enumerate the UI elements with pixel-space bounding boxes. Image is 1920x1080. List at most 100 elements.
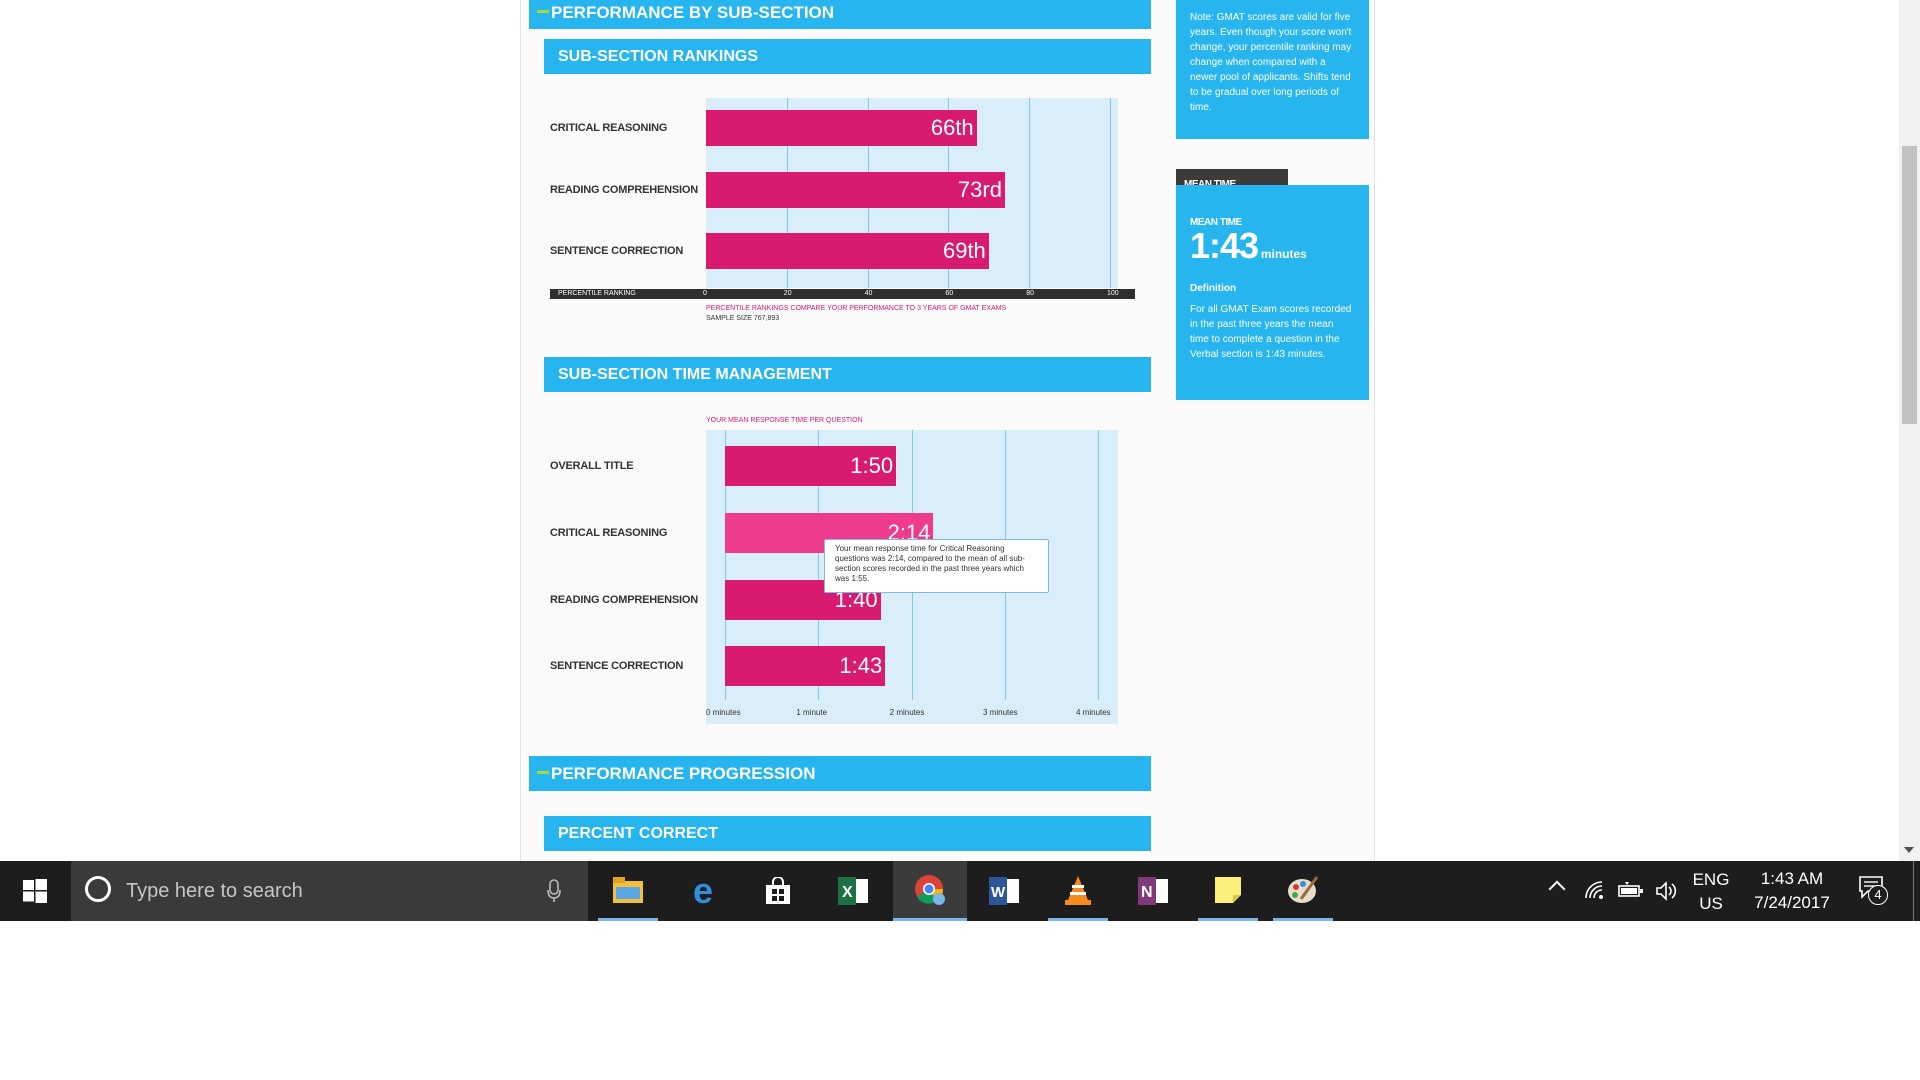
- subsection-rankings-title: SUB-SECTION RANKINGS: [558, 48, 759, 65]
- wifi-icon[interactable]: [1584, 880, 1606, 902]
- vertical-scrollbar[interactable]: [1899, 0, 1920, 861]
- rankings-tick-label: 100: [1107, 290, 1119, 297]
- time-tick-label: 0 minutes: [706, 708, 741, 717]
- onenote-icon: N: [1138, 877, 1168, 905]
- language-indicator[interactable]: ENG US: [1686, 868, 1736, 916]
- rankings-category-label: READING COMPREHENSION: [550, 184, 698, 196]
- critical-reasoning-tooltip: Your mean response time for Critical Rea…: [824, 539, 1049, 593]
- time-tick-label: 4 minutes: [1076, 708, 1111, 717]
- chrome-icon: [915, 874, 945, 905]
- time-tick-label: 2 minutes: [889, 708, 925, 717]
- rankings-gridline: [1029, 98, 1031, 288]
- rankings-tick-label: 60: [945, 290, 954, 297]
- volume-icon[interactable]: [1655, 880, 1677, 902]
- windows-logo-icon: [23, 879, 47, 903]
- battery-icon[interactable]: [1618, 882, 1644, 900]
- rankings-tick-label: 80: [1026, 290, 1034, 297]
- vlc-cone-icon: [1065, 875, 1091, 905]
- time-category-label: CRITICAL REASONING: [550, 527, 668, 539]
- rankings-category-label: SENTENCE CORRECTION: [550, 245, 684, 257]
- time-tick-label: 1 minute: [796, 708, 828, 717]
- svg-text:N: N: [1141, 884, 1153, 901]
- taskbar-onenote[interactable]: N: [1123, 861, 1183, 921]
- tooltip-text: Your mean response time for Critical Rea…: [835, 544, 1025, 583]
- performance-by-subsection-header[interactable]: PERFORMANCE BY SUB-SECTION: [529, 0, 1151, 29]
- start-button[interactable]: [0, 861, 70, 921]
- clock-date: 7/24/2017: [1754, 893, 1830, 912]
- windows-taskbar: Type here to search e X W N ENG: [0, 861, 1920, 921]
- time-chart-caption: YOUR MEAN RESPONSE TIME PER QUESTION: [706, 417, 863, 424]
- time-gridline: [1098, 430, 1100, 700]
- svg-text:W: W: [991, 884, 1006, 901]
- microphone-icon[interactable]: [547, 879, 561, 903]
- time-gridline: [818, 430, 820, 700]
- time-tick-label: 3 minutes: [983, 708, 1018, 717]
- collapse-dash-icon: [537, 10, 549, 14]
- mean-time-value-row: 1:43 minutes: [1190, 228, 1355, 273]
- subsection-rankings-header: SUB-SECTION RANKINGS: [544, 39, 1151, 74]
- rankings-tick-label: 40: [864, 290, 873, 297]
- percent-correct-title: PERCENT CORRECT: [558, 825, 719, 842]
- rankings-tick-label: 20: [783, 290, 792, 297]
- edge-icon: e: [692, 870, 714, 911]
- taskbar-store[interactable]: [748, 861, 808, 921]
- taskbar-edge[interactable]: e: [673, 861, 733, 921]
- time-bar: 1:50: [725, 446, 897, 486]
- rankings-note: PERCENTILE RANKINGS COMPARE YOUR PERFORM…: [706, 305, 1007, 312]
- taskbar-word[interactable]: W: [974, 861, 1034, 921]
- rankings-gridline: [1110, 98, 1111, 288]
- definition-title: Definition: [1190, 283, 1237, 294]
- language-bottom: US: [1699, 894, 1723, 913]
- taskbar-paint[interactable]: [1273, 861, 1333, 921]
- show-hidden-icons-chevron-icon[interactable]: [1548, 880, 1566, 898]
- rankings-category-label: CRITICAL REASONING: [550, 122, 668, 134]
- rankings-axis-label: PERCENTILE RANKING: [558, 290, 636, 297]
- paint-palette-icon: [1288, 875, 1319, 903]
- scrollbar-thumb[interactable]: [1902, 146, 1917, 424]
- definition-text: For all GMAT Exam scores recorded in the…: [1190, 304, 1352, 360]
- file-explorer-icon: [613, 876, 643, 903]
- taskbar-chrome[interactable]: [893, 861, 967, 921]
- mean-time-label: MEAN TIME: [1190, 217, 1242, 228]
- time-bar: 1:43: [725, 646, 886, 686]
- scroll-down-arrow-icon[interactable]: [1904, 847, 1914, 853]
- rankings-axis-bar: PERCENTILE RANKING 0 20 40 60 80 100: [550, 289, 1135, 299]
- rankings-bar: 69th: [706, 233, 989, 269]
- rankings-bar: 66th: [706, 110, 977, 146]
- rankings-chart: CRITICAL REASONING READING COMPREHENSION S…: [550, 98, 1140, 330]
- time-category-label: OVERALL TITLE: [550, 460, 634, 472]
- cortana-circle-icon: [85, 876, 111, 902]
- mean-time-tab-label: MEAN TIME: [1184, 179, 1236, 190]
- time-category-label: READING COMPREHENSION: [550, 594, 698, 606]
- clock[interactable]: 1:43 AM 7/24/2017: [1742, 867, 1842, 915]
- taskbar-sticky-notes[interactable]: [1198, 861, 1258, 921]
- taskbar-file-explorer[interactable]: [598, 861, 658, 921]
- time-gridline: [725, 430, 726, 700]
- performance-progression-header[interactable]: PERFORMANCE PROGRESSION: [529, 756, 1151, 791]
- search-placeholder: Type here to search: [126, 880, 303, 902]
- time-management-title: SUB-SECTION TIME MANAGEMENT: [558, 366, 832, 383]
- performance-progression-title: PERFORMANCE PROGRESSION: [551, 764, 816, 783]
- language-top: ENG: [1692, 870, 1730, 889]
- taskbar-excel[interactable]: X: [823, 861, 883, 921]
- mean-time-value: 1:43: [1190, 225, 1259, 266]
- excel-icon: X: [838, 877, 868, 905]
- performance-by-subsection-title: PERFORMANCE BY SUB-SECTION: [551, 3, 835, 22]
- collapse-dash-icon: [537, 771, 549, 775]
- sticky-notes-icon: [1215, 876, 1241, 903]
- taskbar-vlc[interactable]: [1048, 861, 1108, 921]
- svg-text:X: X: [842, 884, 853, 901]
- time-category-label: SENTENCE CORRECTION: [550, 660, 684, 672]
- mean-time-unit: minutes: [1260, 247, 1307, 261]
- store-icon: [766, 877, 790, 904]
- mean-time-box: MEAN TIME 1:43 minutes Definition For al…: [1176, 185, 1369, 400]
- show-desktop-button[interactable]: [1913, 861, 1918, 921]
- rankings-plot-area: 66th 73rd 69th: [706, 98, 1118, 288]
- time-bar: 1:40: [725, 580, 881, 620]
- search-box[interactable]: Type here to search: [71, 861, 588, 921]
- action-center-button[interactable]: 4: [1858, 875, 1888, 907]
- report-page: PERFORMANCE BY SUB-SECTION SUB-SECTION R…: [520, 0, 1375, 861]
- word-icon: W: [989, 877, 1019, 905]
- score-validity-note: Note: GMAT scores are valid for five yea…: [1176, 0, 1369, 139]
- rankings-tick-label: 0: [703, 290, 707, 297]
